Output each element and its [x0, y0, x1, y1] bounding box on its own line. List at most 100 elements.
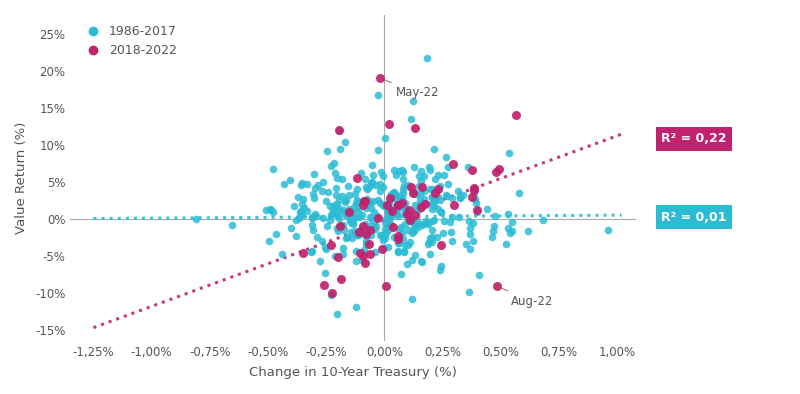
Point: [387, 223, 400, 230]
Point: [363, 214, 376, 221]
Point: [376, 246, 389, 253]
Point: [382, 227, 394, 233]
Point: [262, 238, 275, 244]
Point: [378, 226, 391, 232]
Point: [361, 196, 374, 203]
Point: [266, 209, 279, 216]
Point: [429, 196, 442, 203]
Point: [446, 238, 458, 245]
Point: [426, 193, 438, 200]
Point: [408, 228, 421, 234]
Point: [374, 180, 386, 187]
Point: [439, 154, 452, 160]
Point: [416, 200, 429, 206]
Point: [377, 203, 390, 210]
Point: [335, 193, 348, 199]
Point: [319, 269, 332, 276]
Point: [264, 206, 277, 213]
Point: [385, 191, 398, 198]
Point: [329, 253, 342, 259]
Point: [468, 185, 481, 191]
Point: [331, 310, 344, 317]
Point: [389, 204, 402, 210]
Point: [350, 248, 362, 254]
Text: R² = 0,22: R² = 0,22: [661, 132, 726, 145]
Point: [359, 176, 372, 182]
Y-axis label: Value Return (%): Value Return (%): [15, 122, 28, 234]
Point: [296, 195, 309, 202]
Point: [316, 188, 329, 194]
Point: [332, 254, 345, 260]
Point: [393, 193, 406, 199]
Point: [444, 229, 457, 235]
Point: [364, 227, 377, 233]
Point: [406, 228, 419, 234]
Point: [396, 204, 409, 210]
Point: [336, 208, 349, 214]
Point: [481, 206, 494, 213]
Point: [306, 215, 318, 221]
Point: [462, 218, 475, 224]
Point: [466, 194, 478, 201]
Point: [446, 161, 459, 167]
Point: [309, 185, 322, 191]
Point: [398, 207, 411, 214]
Point: [500, 241, 513, 247]
Point: [408, 222, 421, 228]
Point: [343, 217, 356, 224]
Point: [340, 235, 353, 242]
Point: [386, 192, 398, 198]
Point: [473, 272, 486, 278]
Point: [390, 208, 402, 214]
Point: [406, 296, 418, 302]
Point: [377, 237, 390, 243]
Point: [376, 233, 389, 239]
Point: [370, 213, 383, 219]
Point: [393, 201, 406, 207]
Point: [402, 182, 414, 188]
Point: [441, 193, 454, 199]
Point: [295, 212, 308, 218]
Point: [350, 258, 362, 264]
Point: [510, 112, 522, 118]
Point: [470, 208, 483, 215]
Point: [311, 234, 324, 240]
Point: [360, 238, 373, 244]
Point: [502, 149, 515, 156]
Point: [365, 162, 378, 168]
Point: [402, 227, 414, 233]
Point: [383, 215, 396, 221]
Point: [431, 186, 444, 192]
Point: [392, 202, 405, 208]
Point: [418, 173, 430, 179]
Point: [410, 218, 423, 224]
Point: [425, 186, 438, 192]
Point: [366, 217, 378, 223]
Point: [424, 166, 437, 173]
Point: [415, 258, 428, 265]
Point: [399, 220, 412, 227]
Point: [371, 197, 384, 203]
Point: [454, 195, 466, 201]
Point: [330, 225, 343, 232]
Point: [294, 208, 306, 215]
Point: [426, 234, 438, 240]
Point: [354, 250, 366, 256]
Point: [363, 251, 376, 257]
Point: [414, 201, 427, 208]
Point: [391, 237, 404, 243]
Point: [332, 197, 345, 203]
Point: [392, 240, 405, 246]
Point: [431, 193, 444, 200]
Point: [331, 211, 344, 217]
Point: [418, 188, 430, 194]
Point: [294, 182, 307, 188]
Point: [393, 226, 406, 232]
Point: [349, 214, 362, 220]
Point: [342, 209, 355, 215]
Point: [405, 116, 418, 122]
Point: [307, 194, 320, 201]
Point: [361, 233, 374, 239]
Point: [406, 230, 418, 236]
Point: [374, 188, 386, 194]
